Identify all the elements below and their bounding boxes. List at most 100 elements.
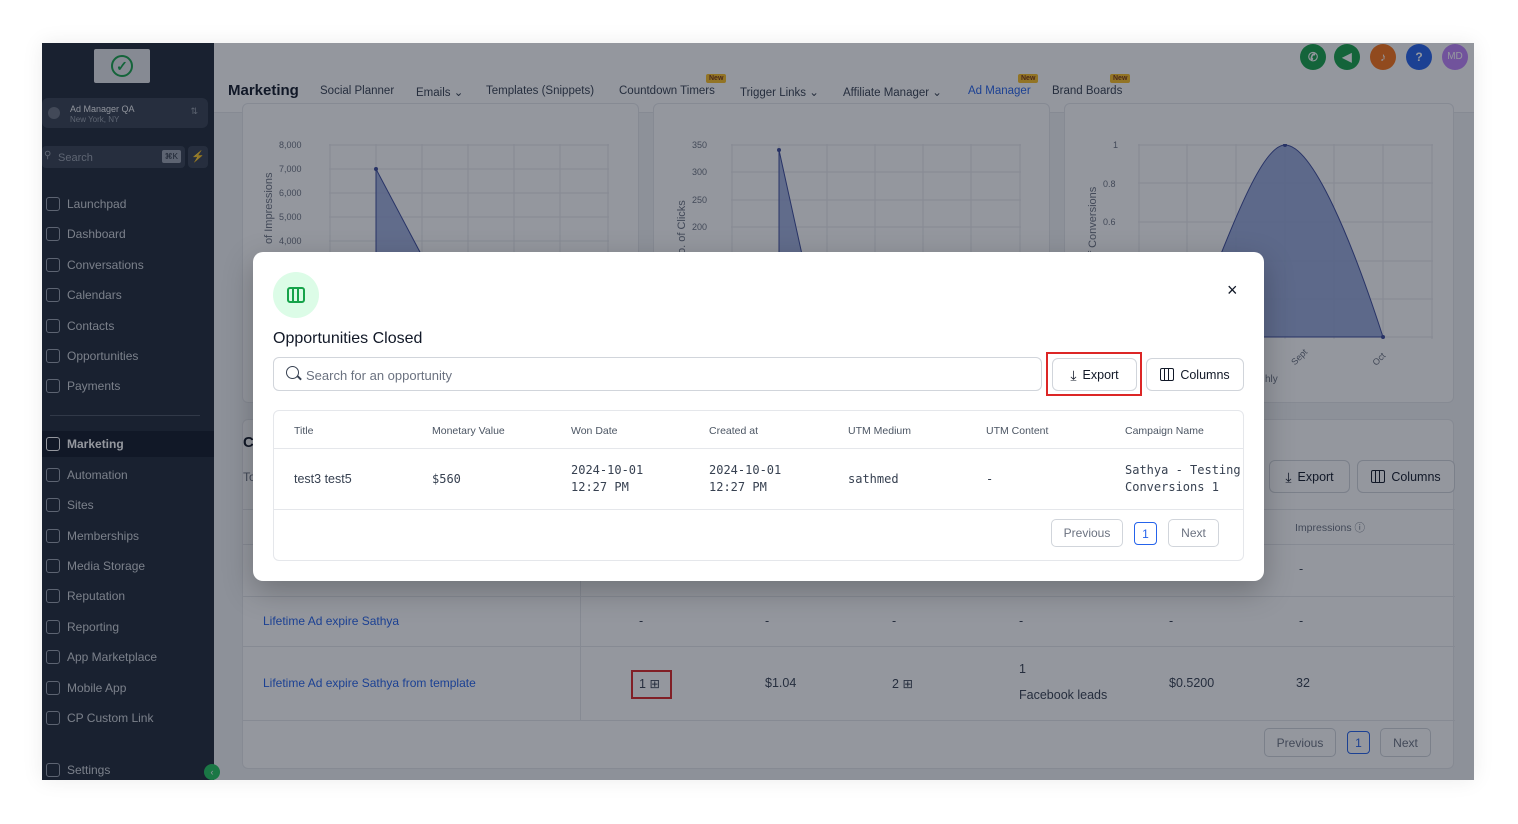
sidebar-item-dashboard[interactable]: Dashboard	[42, 221, 214, 247]
grid-icon	[46, 650, 60, 664]
table-cell: Facebook leads	[1019, 688, 1108, 702]
cell-utm-content: -	[986, 472, 994, 486]
y-tick: 1	[1113, 140, 1119, 150]
table-cell: -	[639, 614, 644, 628]
sidebar-item-launchpad[interactable]: Launchpad	[42, 191, 214, 217]
cell-campaign-name: Sathya - Testing	[1125, 463, 1241, 477]
quick-action-bolt-icon[interactable]: ⚡	[188, 146, 208, 168]
phone-icon	[46, 681, 60, 695]
account-avatar-icon	[48, 107, 60, 119]
sidebar-item-contacts[interactable]: Contacts	[42, 313, 214, 339]
y-tick: 7,000	[279, 164, 302, 174]
export-button[interactable]: ⤓ Export	[1052, 358, 1137, 391]
sidebar-item-conversations[interactable]: Conversations	[42, 252, 214, 278]
opportunities-closed-cell[interactable]: 1 ⊞	[639, 677, 660, 691]
sidebar-item-opportunities[interactable]: Opportunities	[42, 343, 214, 369]
table-cell: -	[1019, 614, 1024, 628]
chevron-updown-icon: ⇅	[190, 106, 198, 116]
phone-icon[interactable]: ✆	[1300, 44, 1326, 70]
cell-campaign-name: Conversions 1	[1125, 480, 1219, 494]
account-switcher[interactable]: Ad Manager QA New York, NY ⇅	[42, 98, 208, 128]
table-cell: $0.5200	[1169, 676, 1215, 690]
star-icon	[46, 589, 60, 603]
sidebar-item-memberships[interactable]: Memberships	[42, 523, 214, 549]
help-icon[interactable]: ?	[1406, 44, 1432, 70]
megaphone-icon[interactable]: ◀	[1334, 44, 1360, 70]
next-page-button[interactable]: Next	[1168, 519, 1219, 547]
sidebar-item-cp-custom-link[interactable]: CP Custom Link	[42, 705, 214, 731]
next-page-button[interactable]: Next	[1380, 728, 1431, 757]
sidebar-item-reputation[interactable]: Reputation	[42, 583, 214, 609]
impressions-plot	[329, 144, 609, 264]
account-location: New York, NY	[70, 115, 120, 124]
sidebar-divider	[50, 415, 200, 416]
sidebar-item-automation[interactable]: Automation	[42, 462, 214, 488]
table-cell: $1.04	[765, 676, 797, 690]
page-number-button[interactable]: 1	[1134, 522, 1157, 545]
sidebar-item-mobile-app[interactable]: Mobile App	[42, 675, 214, 701]
sidebar-item-settings[interactable]: Settings	[42, 757, 214, 780]
table-cell: -	[1299, 562, 1304, 576]
campaign-link[interactable]: Lifetime Ad expire Sathya	[263, 614, 400, 628]
table-cell: -	[1169, 614, 1174, 628]
column-header-title[interactable]: Title	[294, 425, 314, 437]
cell-created-time: 12:27 PM	[709, 480, 767, 494]
modal-title: Opportunities Closed	[273, 330, 423, 347]
table-columns-button[interactable]: Columns	[1357, 460, 1455, 493]
tab-emails[interactable]: Emails ⌄	[416, 87, 464, 99]
sidebar-item-calendars[interactable]: Calendars	[42, 282, 214, 308]
divider	[243, 720, 1455, 721]
tab-trigger-links[interactable]: Trigger Links ⌄	[740, 87, 819, 99]
y-tick: 300	[692, 167, 708, 177]
x-axis-label: hly	[1265, 374, 1278, 385]
y-tick: 0.6	[1103, 217, 1116, 227]
sidebar-item-payments[interactable]: Payments	[42, 373, 214, 399]
campaign-link[interactable]: Lifetime Ad expire Sathya from template	[263, 676, 476, 690]
sidebar-search[interactable]: ⚲ Search ⌘K	[42, 146, 185, 168]
close-icon[interactable]: ×	[1227, 280, 1238, 300]
sidebar: ✓ Ad Manager QA New York, NY ⇅ ⚲ Search …	[42, 43, 220, 780]
sidebar-item-marketing[interactable]: Marketing	[42, 431, 214, 457]
clicks-plot	[731, 144, 1021, 264]
column-header-created-at[interactable]: Created at	[709, 425, 759, 437]
column-header-won-date[interactable]: Won Date	[571, 425, 618, 437]
tab-templates[interactable]: Templates (Snippets)	[486, 85, 595, 97]
cell-utm-medium: sathmed	[848, 472, 899, 486]
send-icon	[46, 437, 60, 451]
opportunities-icon	[46, 349, 60, 363]
cell-title: test3 test5	[294, 472, 352, 486]
table-export-button[interactable]: ⤓ Export	[1269, 460, 1350, 493]
table-cell[interactable]: 2 ⊞	[892, 677, 913, 691]
column-header-utm-medium[interactable]: UTM Medium	[848, 425, 912, 437]
tab-brand-boards[interactable]: Brand Boards	[1052, 85, 1123, 97]
collapse-sidebar-icon[interactable]: ‹	[204, 764, 220, 780]
column-header-monetary-value[interactable]: Monetary Value	[432, 425, 505, 437]
column-header-campaign-name[interactable]: Campaign Name	[1125, 425, 1204, 437]
sidebar-item-media-storage[interactable]: Media Storage	[42, 553, 214, 579]
opportunities-table: Title Monetary Value Won Date Created at…	[273, 410, 1244, 561]
y-tick: 0.8	[1103, 179, 1116, 189]
tab-social-planner[interactable]: Social Planner	[320, 85, 395, 97]
tab-countdown-timers[interactable]: Countdown Timers	[619, 85, 715, 97]
page-number-button[interactable]: 1	[1347, 731, 1370, 754]
search-icon	[286, 366, 299, 379]
columns-icon	[1160, 368, 1175, 381]
section-subtitle: To	[243, 470, 256, 484]
tab-affiliate-manager[interactable]: Affiliate Manager ⌄	[843, 87, 942, 99]
y-tick: 8,000	[279, 140, 302, 150]
column-header-impressions[interactable]: Impressions ⓘ	[1295, 522, 1366, 534]
opportunity-search-input[interactable]: Search for an opportunity	[273, 357, 1042, 391]
sidebar-item-sites[interactable]: Sites	[42, 492, 214, 518]
columns-button[interactable]: Columns	[1146, 358, 1244, 391]
sidebar-item-reporting[interactable]: Reporting	[42, 614, 214, 640]
table-cell: -	[765, 614, 770, 628]
sidebar-item-app-marketplace[interactable]: App Marketplace	[42, 644, 214, 670]
previous-page-button[interactable]: Previous	[1051, 519, 1123, 547]
previous-page-button[interactable]: Previous	[1264, 728, 1336, 757]
highlight-box	[1046, 352, 1142, 396]
company-logo[interactable]: ✓	[94, 49, 150, 83]
tab-ad-manager[interactable]: Ad Manager	[968, 85, 1031, 97]
column-header-utm-content[interactable]: UTM Content	[986, 425, 1049, 437]
user-avatar[interactable]: MD	[1442, 44, 1468, 70]
bell-icon[interactable]: ♪	[1370, 44, 1396, 70]
